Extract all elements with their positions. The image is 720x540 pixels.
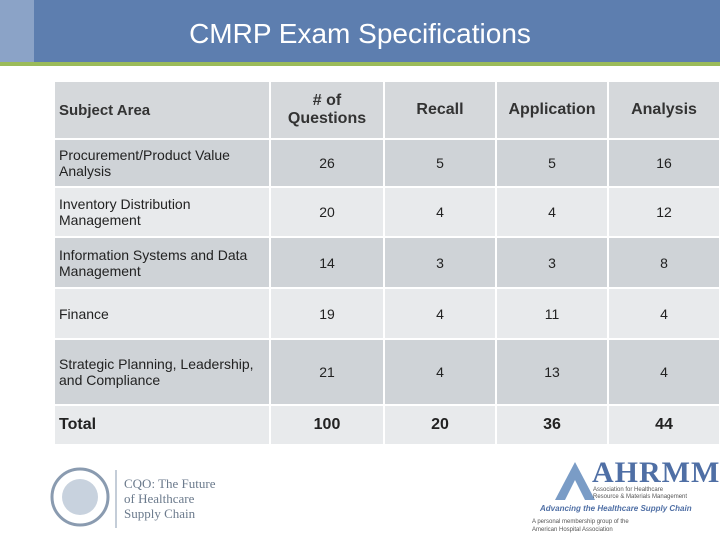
table-row: Procurement/Product Value Analysis 26 5 5 16 [55, 140, 719, 186]
cqo-seal-center [62, 479, 98, 515]
ahrmm-full-name: Association for Healthcare Resource & Ma… [593, 487, 687, 501]
cell: 36 [497, 406, 607, 444]
row-label: Total [55, 406, 269, 444]
spec-table: Subject Area # of Questions Recall Applicat… [53, 80, 720, 446]
table-row: Inventory Distribution Management 20 4 4 12 [55, 188, 719, 236]
ahrmm-mark [555, 462, 595, 500]
cell: 3 [385, 238, 495, 287]
row-label: Inventory Distribution Management [55, 188, 269, 236]
title: CMRP Exam Specifications [189, 18, 531, 49]
cell: 44 [609, 406, 719, 444]
cell: 4 [385, 188, 495, 236]
ahrmm-line: A personal membership group of the [532, 519, 629, 525]
cell: 13 [497, 340, 607, 404]
cell: 19 [271, 289, 383, 338]
cqo-seal [50, 467, 110, 527]
title-band [0, 0, 720, 62]
table-row: Strategic Planning, Leadership, and Comp… [55, 340, 719, 404]
cqo-line: Supply Chain [124, 506, 196, 521]
ahrmm-line: Association for Healthcare [593, 487, 664, 493]
cell: 4 [385, 340, 495, 404]
ahrmm-name: AHRMM [592, 456, 720, 489]
cell: 21 [271, 340, 383, 404]
header-row: Subject Area # of Questions Recall Applicat… [55, 82, 719, 138]
table-row: Information Systems and Data Management 1… [55, 238, 719, 287]
cell: 4 [497, 188, 607, 236]
row-label: Procurement/Product Value Analysis [55, 140, 269, 186]
title-rule [0, 62, 720, 66]
ahrmm-note: A personal membership group of the Ameri… [532, 518, 629, 534]
cell: 3 [497, 238, 607, 287]
cell: 16 [609, 140, 719, 186]
table-row: Finance 19 4 11 4 [55, 289, 719, 338]
row-label: Information Systems and Data Management [55, 238, 269, 287]
cell: 4 [609, 289, 719, 338]
cell: 14 [271, 238, 383, 287]
cell: 5 [497, 140, 607, 186]
total-row: Total 100 20 36 44 [55, 406, 719, 444]
cell: 20 [385, 406, 495, 444]
cell: 11 [497, 289, 607, 338]
ahrmm-line: American Hospital Association [532, 527, 613, 533]
cell: 12 [609, 188, 719, 236]
cell: 100 [271, 406, 383, 444]
cell: 8 [609, 238, 719, 287]
cell: 20 [271, 188, 383, 236]
cqo-line: CQO: The Future [124, 476, 216, 491]
cell: 4 [385, 289, 495, 338]
row-label: Finance [55, 289, 269, 338]
column-header: Application [497, 82, 607, 138]
row-label: Strategic Planning, Leadership, and Comp… [55, 340, 269, 404]
column-header: Recall [385, 82, 495, 138]
column-header: # of Questions [271, 82, 383, 138]
cqo-text: CQO: The Future of Healthcare Supply Cha… [124, 476, 215, 521]
cell: 4 [609, 340, 719, 404]
ahrmm-line: Resource & Materials Management [593, 494, 688, 500]
ahrmm-tagline: Advancing the Healthcare Supply Chain [540, 504, 692, 513]
cell: 26 [271, 140, 383, 186]
column-header: Analysis [609, 82, 719, 138]
ahrmm-mark-inner [565, 480, 585, 500]
column-header: Subject Area [55, 82, 269, 138]
title-accent [0, 0, 34, 62]
cqo-line: of Healthcare [124, 491, 195, 506]
cell: 5 [385, 140, 495, 186]
